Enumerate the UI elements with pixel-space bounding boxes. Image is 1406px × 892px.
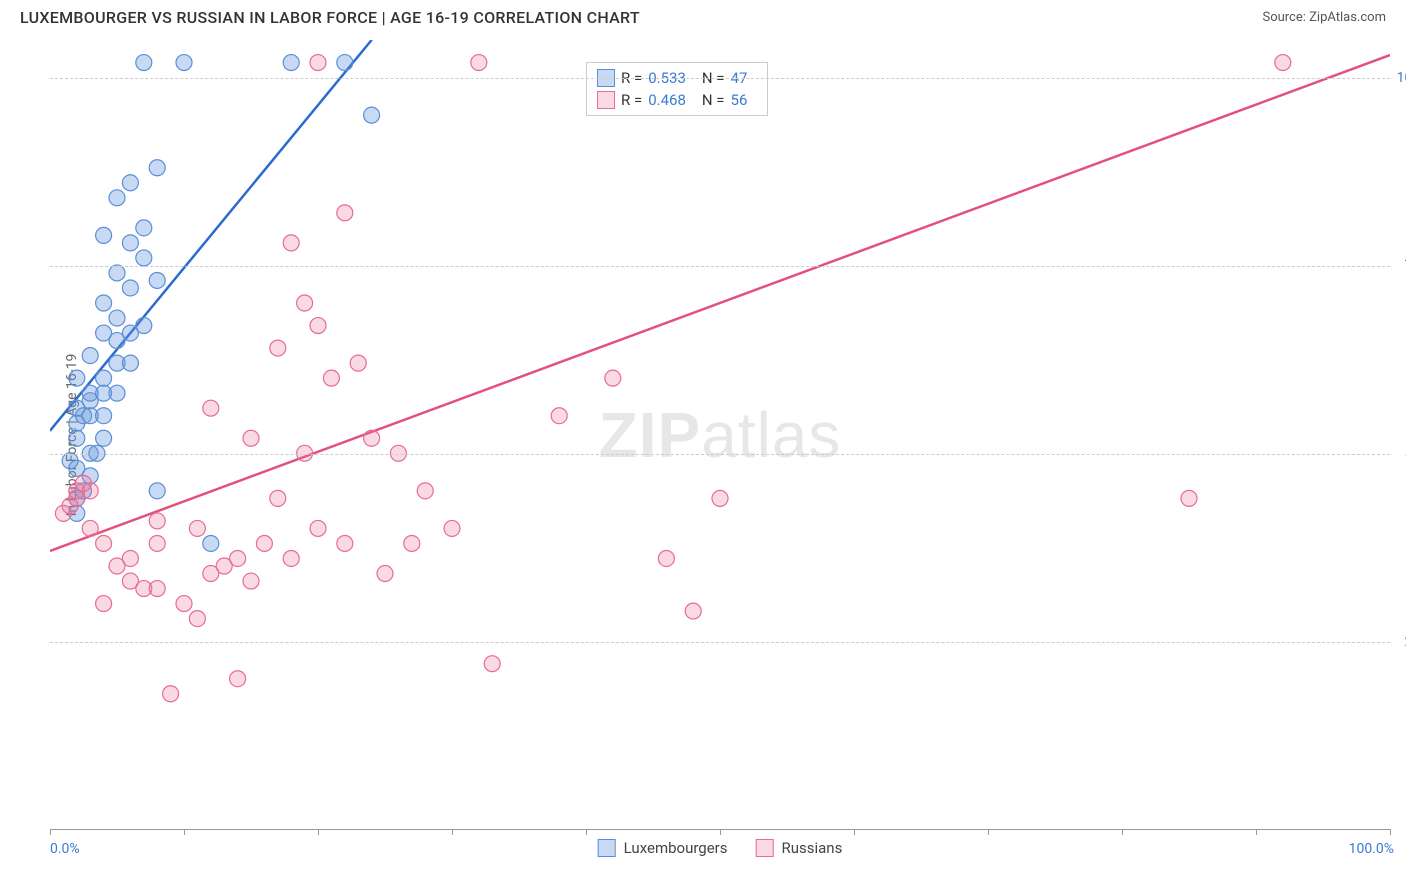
y-tick-label: 100.0% [1390,70,1406,86]
y-tick-label: 75.0% [1390,258,1406,274]
x-tick [586,829,587,835]
correlation-legend-row: R = 0.468N = 56 [597,89,757,111]
x-tick [1256,829,1257,835]
x-axis-max-label: 100.0% [1349,841,1394,857]
x-axis-min-label: 0.0% [50,841,80,857]
y-tick-label: 25.0% [1390,634,1406,650]
watermark-text: ZIPatlas [599,398,842,472]
gridline [50,642,1390,643]
x-tick [184,829,185,835]
y-axis-label: In Labor Force | Age 16-19 [64,353,80,516]
gridline [50,454,1390,455]
series-legend: Luxembourgers Russians [598,839,843,857]
x-tick [1390,829,1391,835]
chart-title: LUXEMBOURGER VS RUSSIAN IN LABOR FORCE |… [20,8,640,27]
legend-item: Luxembourgers [598,839,728,857]
chart-source: Source: ZipAtlas.com [1262,10,1386,25]
chart-plot-area: In Labor Force | Age 16-19 ZIPatlas R = … [50,40,1390,830]
x-tick [318,829,319,835]
chart-header: LUXEMBOURGER VS RUSSIAN IN LABOR FORCE |… [0,0,1406,31]
y-tick-label: 50.0% [1390,446,1406,462]
legend-item: Russians [756,839,843,857]
x-tick [1122,829,1123,835]
correlation-legend-box: R = 0.533N = 47R = 0.468N = 56 [586,62,768,116]
x-tick [452,829,453,835]
x-tick [50,829,51,835]
gridline [50,78,1390,79]
x-tick [988,829,989,835]
x-tick [720,829,721,835]
x-tick [854,829,855,835]
chart-svg [50,40,1390,829]
gridline [50,266,1390,267]
